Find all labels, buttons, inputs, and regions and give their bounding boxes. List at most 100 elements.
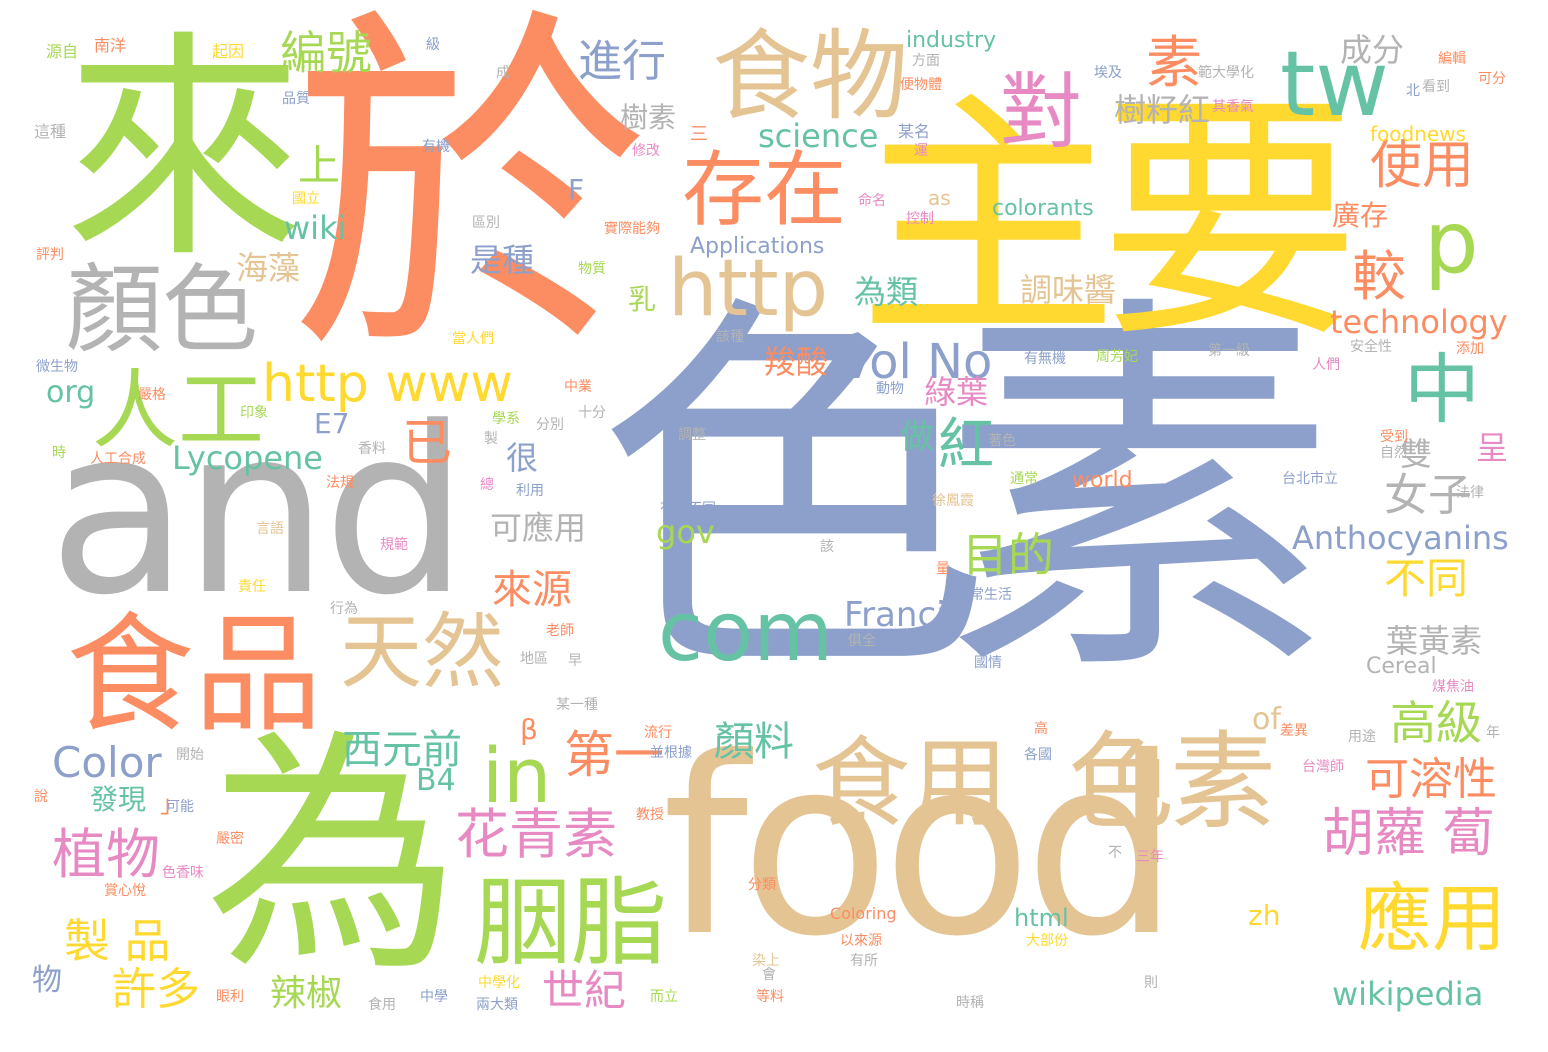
word: of	[1252, 702, 1281, 737]
word: 徐鳳霞	[932, 493, 974, 509]
word: 成	[496, 65, 510, 81]
word: Color	[52, 738, 162, 787]
word: 而立	[650, 989, 678, 1005]
word: 羧酸	[764, 343, 829, 381]
word: 眼利	[216, 989, 244, 1005]
word: 某一種	[556, 697, 598, 713]
word: 來	[64, 10, 305, 290]
word: 海藻	[236, 249, 301, 287]
word: 這種	[34, 122, 67, 141]
word: 利用	[516, 483, 544, 499]
word: 是種	[470, 241, 535, 279]
word: 進行	[578, 36, 666, 87]
word: 中業	[564, 379, 592, 395]
word: 色素	[596, 265, 1336, 725]
word: 北	[1406, 83, 1420, 99]
word: 流行	[644, 725, 672, 741]
word: 總	[480, 477, 494, 493]
word: 不	[1108, 845, 1122, 861]
word: 素	[1146, 31, 1202, 96]
word: 責任	[238, 579, 266, 595]
word: 三年	[1136, 849, 1164, 865]
word: 看到	[1422, 79, 1450, 95]
word: 辣椒	[270, 973, 343, 1014]
word: 各國	[1024, 747, 1052, 763]
word: 兩大類	[476, 997, 518, 1013]
word: 可分	[1478, 71, 1506, 87]
word: 做	[900, 417, 934, 457]
word: 可溶性	[1365, 754, 1497, 805]
word: 天然	[340, 605, 505, 700]
word: 編號	[280, 26, 372, 80]
word: 國情	[974, 655, 1002, 671]
word: as	[928, 186, 951, 210]
word: 年	[1486, 725, 1500, 741]
word: 添加	[1456, 341, 1484, 357]
word: 等料	[756, 989, 784, 1005]
word: foodnews	[1370, 122, 1466, 146]
word: E7	[314, 407, 350, 440]
word: 學系	[492, 411, 520, 427]
word: 受到	[1380, 429, 1408, 445]
word: Anthocyanins	[1292, 519, 1509, 557]
word: 第一	[564, 726, 664, 784]
word: 三	[690, 124, 708, 145]
word: 言語	[256, 521, 284, 537]
word: 南洋	[94, 36, 127, 55]
word: Lycopene	[172, 439, 323, 477]
word: 食物	[712, 20, 909, 134]
word: 時稱	[956, 995, 984, 1011]
word: β	[520, 713, 538, 746]
word: 開始	[176, 747, 204, 763]
word: colorants	[992, 196, 1094, 221]
word: 存在	[682, 143, 847, 238]
word: 人工合成	[90, 451, 146, 467]
word: 有所不同	[660, 501, 716, 517]
word: 地區	[520, 651, 548, 667]
word: 世紀	[542, 966, 627, 1015]
word: 十分	[578, 405, 606, 421]
word: 運	[914, 143, 928, 159]
word: 來源	[492, 567, 572, 613]
word: 物質	[578, 261, 606, 277]
word: 安全性	[1350, 339, 1392, 355]
word: 胭脂	[475, 867, 667, 979]
word: 綠葉	[924, 373, 989, 411]
word: 自然	[1380, 445, 1408, 461]
word: 發現	[90, 783, 147, 816]
word: 有機	[422, 139, 450, 155]
word: 嚴格	[138, 387, 166, 403]
word: 顏色	[66, 254, 258, 366]
word: 差異	[1280, 723, 1308, 739]
word: B4	[416, 763, 456, 798]
word: 已	[402, 414, 452, 472]
word: 目的	[962, 528, 1054, 582]
word: Cereal	[1366, 654, 1437, 679]
word: 其香氣	[1212, 99, 1254, 115]
word: 有所	[850, 953, 878, 969]
word: 許多	[112, 964, 200, 1015]
word: industry	[906, 28, 997, 53]
word: 調味醬	[1020, 271, 1117, 309]
word: wiki	[284, 209, 347, 247]
word: 區別	[472, 215, 500, 231]
word: 較	[1352, 245, 1406, 308]
word: 色香味	[162, 865, 204, 881]
word: 胡蘿 蔔	[1322, 804, 1495, 864]
word: 食用	[812, 727, 1009, 841]
word: 雙	[1400, 435, 1433, 473]
word: 埃及	[1094, 65, 1122, 81]
word: Francis	[844, 595, 964, 635]
word: tw	[1280, 32, 1389, 137]
word: 樹素	[620, 101, 677, 134]
word: 煤焦油	[1432, 679, 1474, 695]
word: Vol No	[840, 334, 993, 390]
word: 以來源	[840, 933, 882, 949]
word: 規範	[380, 537, 408, 553]
word: 為	[205, 709, 461, 1006]
word: 賞心悅	[104, 883, 146, 899]
word: 分類	[748, 877, 776, 893]
word: 高級	[1390, 696, 1482, 750]
word: 通常	[1010, 471, 1038, 487]
word: 當人們	[452, 331, 494, 347]
